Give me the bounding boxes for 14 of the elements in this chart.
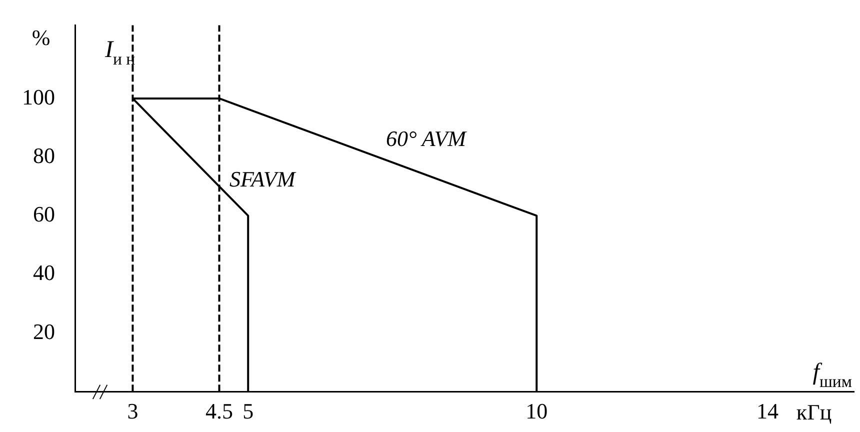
x-tick-label: 5: [242, 398, 254, 424]
y-tick-label: 20: [33, 318, 55, 344]
text: %: [32, 25, 50, 50]
y-tick-label: 100: [22, 84, 55, 110]
y-tick-label: 40: [33, 260, 55, 286]
x-tick-label: 14: [756, 398, 778, 424]
y-tick-label: 80: [33, 142, 55, 168]
y-tick-label: 60: [33, 202, 55, 227]
series-label: SFAVM: [229, 166, 297, 192]
text: кГц: [796, 400, 832, 425]
x-tick-label: 10: [526, 398, 548, 424]
x-tick-label: 4.5: [206, 398, 234, 424]
series-label: 60° AVM: [386, 126, 468, 151]
x-tick-label: 3: [127, 398, 138, 424]
